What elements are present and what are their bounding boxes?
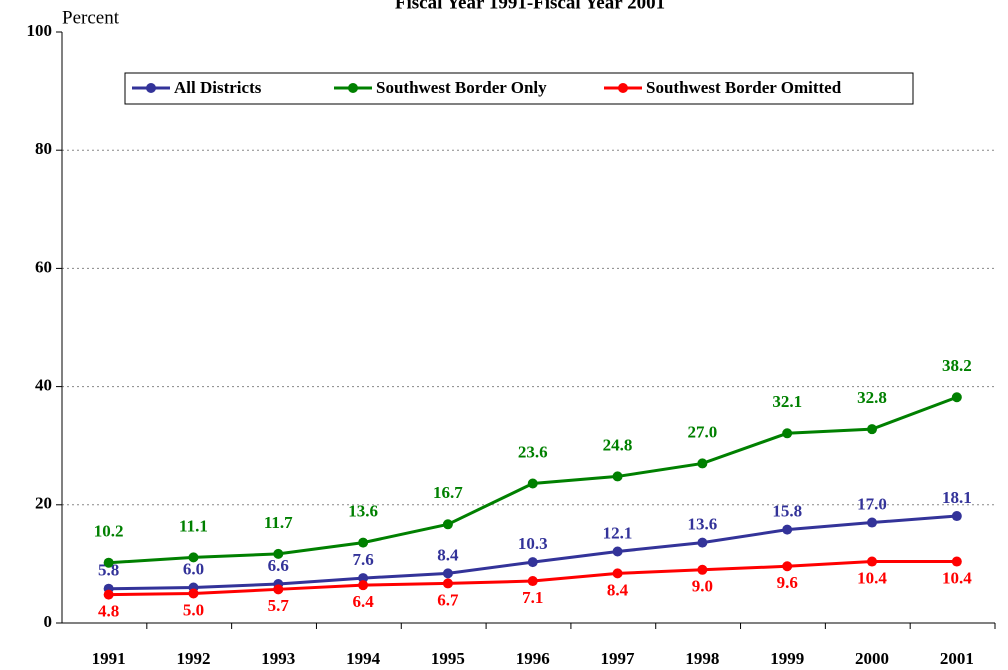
x-tick-label: 1995: [431, 649, 465, 668]
legend-label: Southwest Border Omitted: [646, 78, 842, 97]
x-tick-label: 1991: [92, 649, 126, 668]
x-tick-label: 2001: [940, 649, 974, 668]
point: [188, 552, 199, 563]
data-label: 9.6: [777, 573, 798, 592]
data-label: 10.3: [518, 534, 548, 553]
data-label: 12.1: [603, 523, 633, 542]
data-label: 5.7: [268, 596, 290, 615]
data-label: 7.6: [352, 550, 373, 569]
chart-title: Fiscal Year 1991-Fiscal Year 2001: [395, 0, 665, 13]
data-label: 6.0: [183, 559, 204, 578]
data-label: 11.7: [264, 513, 293, 532]
y-tick-label: 100: [27, 21, 53, 40]
y-tick-label: 0: [44, 612, 53, 631]
data-label: 17.0: [857, 494, 887, 513]
data-label: 8.4: [607, 580, 629, 599]
point: [442, 568, 453, 579]
legend-marker: [348, 83, 358, 93]
point: [867, 556, 878, 567]
y-tick-label: 60: [35, 257, 52, 276]
point: [697, 537, 708, 548]
point: [527, 576, 538, 587]
point: [103, 589, 114, 600]
data-label: 10.4: [857, 568, 887, 587]
data-label: 32.8: [857, 388, 887, 407]
data-label: 8.4: [437, 545, 459, 564]
data-label: 27.0: [688, 422, 718, 441]
point: [782, 428, 793, 439]
data-label: 18.1: [942, 488, 972, 507]
point: [867, 424, 878, 435]
x-tick-label: 2000: [855, 649, 889, 668]
data-label: 38.2: [942, 356, 972, 375]
data-label: 11.1: [179, 516, 208, 535]
point: [951, 392, 962, 403]
data-label: 9.0: [692, 577, 713, 596]
data-label: 10.2: [94, 522, 124, 541]
legend-marker: [618, 83, 628, 93]
data-label: 6.6: [268, 556, 289, 575]
data-label: 24.8: [603, 435, 633, 454]
x-tick-label: 1999: [770, 649, 804, 668]
point: [697, 564, 708, 575]
point: [358, 573, 369, 584]
point: [612, 568, 623, 579]
point: [442, 578, 453, 589]
data-label: 4.8: [98, 602, 119, 621]
point: [442, 519, 453, 530]
y-tick-label: 20: [35, 494, 52, 513]
point: [612, 471, 623, 482]
data-label: 23.6: [518, 442, 548, 461]
x-tick-label: 1996: [516, 649, 550, 668]
y-tick-label: 40: [35, 376, 52, 395]
legend-label: All Districts: [174, 78, 262, 97]
point: [273, 548, 284, 559]
point: [782, 561, 793, 572]
point: [951, 556, 962, 567]
point: [358, 580, 369, 591]
point: [612, 546, 623, 557]
data-label: 7.1: [522, 588, 543, 607]
point: [867, 517, 878, 528]
legend-marker: [146, 83, 156, 93]
y-tick-label: 80: [35, 139, 52, 158]
point: [782, 524, 793, 535]
point: [951, 511, 962, 522]
point: [697, 458, 708, 469]
data-label: 13.6: [348, 502, 378, 521]
y-axis-label: Percent: [62, 7, 120, 28]
x-tick-label: 1998: [685, 649, 719, 668]
x-tick-label: 1992: [176, 649, 210, 668]
data-label: 5.0: [183, 600, 204, 619]
point: [273, 584, 284, 595]
data-label: 10.4: [942, 568, 972, 587]
x-tick-label: 1993: [261, 649, 295, 668]
data-label: 13.6: [688, 515, 718, 534]
legend-label: Southwest Border Only: [376, 78, 547, 97]
point: [103, 557, 114, 568]
point: [188, 588, 199, 599]
data-label: 15.8: [772, 502, 802, 521]
data-label: 32.1: [772, 392, 802, 411]
point: [358, 537, 369, 548]
point: [527, 478, 538, 489]
x-tick-label: 1994: [346, 649, 381, 668]
x-tick-label: 1997: [601, 649, 636, 668]
data-label: 6.4: [352, 592, 374, 611]
data-label: 6.7: [437, 590, 459, 609]
data-label: 5.8: [98, 561, 119, 580]
point: [527, 557, 538, 568]
legend-box: [124, 72, 914, 105]
data-label: 16.7: [433, 483, 463, 502]
